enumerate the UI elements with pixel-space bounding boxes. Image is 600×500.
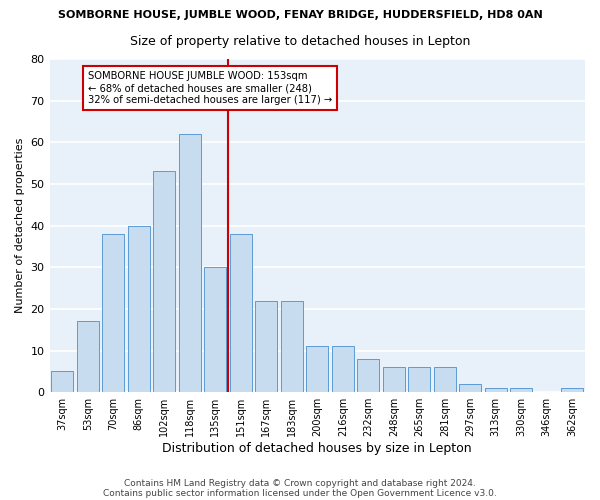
Bar: [383, 367, 404, 392]
Bar: [332, 346, 353, 392]
Bar: [562, 388, 583, 392]
Bar: [281, 300, 302, 392]
Text: SOMBORNE HOUSE, JUMBLE WOOD, FENAY BRIDGE, HUDDERSFIELD, HD8 0AN: SOMBORNE HOUSE, JUMBLE WOOD, FENAY BRIDG…: [58, 10, 542, 20]
Text: Contains HM Land Registry data © Crown copyright and database right 2024.: Contains HM Land Registry data © Crown c…: [124, 478, 476, 488]
Bar: [256, 300, 277, 392]
Bar: [460, 384, 481, 392]
Bar: [52, 372, 73, 392]
Bar: [511, 388, 532, 392]
Bar: [179, 134, 200, 392]
Bar: [128, 226, 149, 392]
Text: Contains public sector information licensed under the Open Government Licence v3: Contains public sector information licen…: [103, 488, 497, 498]
Bar: [103, 234, 124, 392]
Bar: [205, 268, 226, 392]
X-axis label: Distribution of detached houses by size in Lepton: Distribution of detached houses by size …: [163, 442, 472, 455]
Text: SOMBORNE HOUSE JUMBLE WOOD: 153sqm
← 68% of detached houses are smaller (248)
32: SOMBORNE HOUSE JUMBLE WOOD: 153sqm ← 68%…: [88, 72, 332, 104]
Bar: [434, 367, 455, 392]
Text: Size of property relative to detached houses in Lepton: Size of property relative to detached ho…: [130, 35, 470, 48]
Bar: [409, 367, 430, 392]
Bar: [307, 346, 328, 392]
Bar: [358, 359, 379, 392]
Bar: [154, 172, 175, 392]
Y-axis label: Number of detached properties: Number of detached properties: [15, 138, 25, 314]
Bar: [77, 322, 98, 392]
Bar: [485, 388, 506, 392]
Bar: [230, 234, 251, 392]
